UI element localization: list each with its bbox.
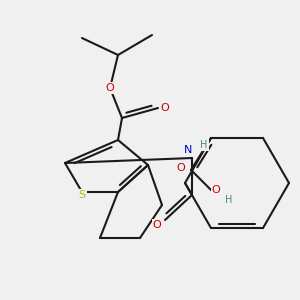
Text: O: O	[160, 103, 169, 113]
Text: O: O	[153, 220, 161, 230]
Text: O: O	[212, 185, 220, 195]
Text: O: O	[177, 163, 185, 173]
Text: H: H	[200, 140, 208, 150]
Text: H: H	[225, 195, 233, 205]
Text: O: O	[106, 83, 114, 93]
Text: N: N	[184, 145, 192, 155]
Text: S: S	[78, 190, 85, 200]
